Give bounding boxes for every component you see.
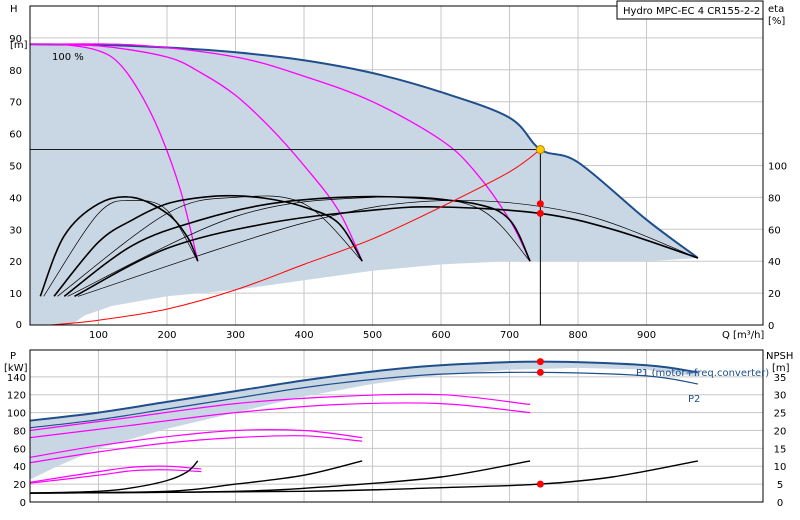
efficiency-curve (63, 195, 531, 297)
npsh-tick-label: 35 (774, 373, 787, 384)
npsh-tick-label: 25 (774, 409, 787, 420)
flow-tick-label: 200 (157, 330, 176, 341)
efficiency-curve (39, 196, 199, 297)
npsh-axis-symbol: NPSH (766, 351, 793, 362)
npsh-tick-label: 20 (774, 426, 787, 437)
head-tick-label: 10 (9, 289, 22, 300)
npsh-curve (30, 460, 199, 494)
eta-tick-label: 20 (768, 289, 781, 300)
annotation-100-percent: 100 % (52, 52, 84, 63)
power-tick-label: 140 (7, 373, 26, 384)
efficiency-curve-thin (57, 195, 363, 297)
head-axis-unit: [m] (10, 40, 28, 51)
flow-axis-label: Q [m³/h] (722, 330, 764, 341)
flow-tick-label: 600 (431, 330, 450, 341)
bottom-plot-frame (29, 349, 764, 503)
head-tick-label: 0 (16, 320, 22, 331)
operating-point-marker (535, 145, 545, 155)
power-tick-label: 80 (13, 426, 26, 437)
legend-p2: P2 (688, 394, 700, 405)
flow-tick-label: 500 (363, 330, 382, 341)
head-tick-label: 50 (9, 162, 22, 173)
eta-tick-label: 100 (768, 162, 787, 173)
npsh-tick-label: 30 (774, 391, 787, 402)
power-curves (30, 360, 699, 494)
reduced-speed-power-curve (30, 402, 531, 439)
npsh-tick-label: 0 (777, 498, 783, 509)
power-marker (536, 358, 544, 366)
p2-curve (30, 371, 698, 429)
power-tick-label: 60 (13, 444, 26, 455)
reduced-speed-power-curve (30, 393, 531, 432)
reduced-speed-power-curve (30, 429, 363, 458)
head-tick-label: 60 (9, 130, 22, 141)
power-tick-label: 40 (13, 462, 26, 473)
reduced-speed-power-curve (30, 435, 363, 464)
power-tick-label: 120 (7, 391, 26, 402)
head-tick-label: 30 (9, 225, 22, 236)
efficiency-curve (74, 206, 699, 298)
flow-tick-label: 100 (89, 330, 108, 341)
efficiency-marker (536, 209, 544, 217)
npsh-tick-label: 10 (774, 462, 787, 473)
npsh-axis-unit: [m] (772, 363, 790, 374)
efficiency-marker (536, 200, 544, 208)
head-tick-label: 40 (9, 193, 22, 204)
efficiency-curve (53, 194, 363, 297)
power-axis-symbol: P (10, 351, 16, 362)
power-tick-label: 100 (7, 409, 26, 420)
reduced-speed-power-curve (30, 469, 202, 484)
flow-tick-label: 900 (637, 330, 656, 341)
flow-tick-label: 700 (500, 330, 519, 341)
head-axis-symbol: H (10, 4, 18, 15)
flow-tick-label: 800 (568, 330, 587, 341)
head-curves (30, 43, 699, 325)
top-plot-frame (29, 5, 764, 326)
legend-p1: P1 (motor+freq.converter) (636, 368, 769, 379)
markers (535, 145, 545, 488)
head-tick-label: 90 (9, 34, 22, 45)
flow-tick-label: 300 (226, 330, 245, 341)
head-tick-label: 20 (9, 257, 22, 268)
system-curve (50, 149, 541, 325)
power-tick-label: 20 (13, 480, 26, 491)
head-tick-label: 70 (9, 98, 22, 109)
eta-tick-label: 60 (768, 225, 781, 236)
efficiency-curve-thin (77, 199, 699, 297)
flow-tick-label: 400 (294, 330, 313, 341)
eta-axis-unit: [%] (768, 16, 785, 27)
head-tick-label: 80 (9, 66, 22, 77)
efficiency-curve-thin (67, 196, 531, 297)
axis-labels: 100 200 300 400 500 600 700 800 9000102030405060… (7, 34, 787, 509)
p1-curve (30, 360, 699, 422)
power-marker (536, 368, 544, 376)
npsh-marker (536, 480, 544, 488)
eta-tick-label: 80 (768, 193, 781, 204)
npsh-curve (30, 460, 699, 494)
eta-tick-label: 40 (768, 257, 781, 268)
reduced-speed-head-curve (30, 43, 531, 262)
power-axis-unit: [kW] (4, 363, 28, 374)
npsh-tick-label: 15 (774, 444, 787, 455)
power-tick-label: 0 (20, 498, 26, 509)
eta-axis-symbol: eta (768, 4, 784, 15)
title-box-frame (616, 0, 764, 20)
npsh-tick-label: 5 (777, 480, 783, 491)
title-box-text: Hydro MPC-EC 4 CR155-2-2 (623, 6, 760, 17)
eta-tick-label: 0 (768, 321, 774, 332)
reduced-speed-power-curve (30, 465, 202, 483)
reduced-speed-head-curve (30, 43, 363, 262)
